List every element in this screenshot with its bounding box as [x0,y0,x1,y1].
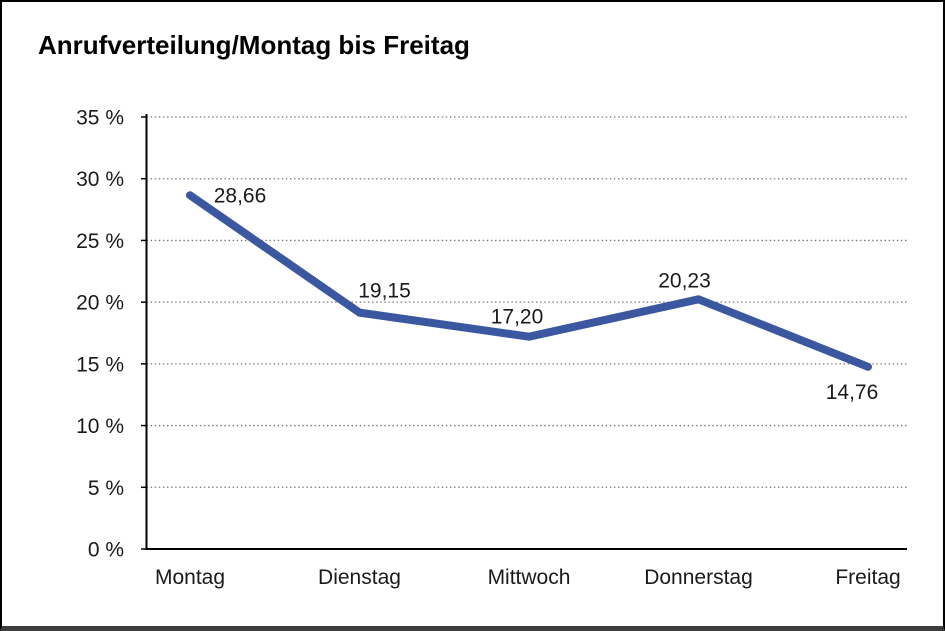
y-tick-label: 25 % [76,230,124,253]
x-category-label: Donnerstag [644,566,753,589]
data-label: 20,23 [658,269,711,292]
y-tick-label: 0 % [88,539,124,562]
y-tick-label: 5 % [88,477,124,500]
y-tick-label: 15 % [76,353,124,376]
x-category-label: Montag [155,566,225,589]
data-label: 28,66 [214,184,267,207]
y-tick-label: 10 % [76,415,124,438]
y-tick-label: 35 % [76,107,124,130]
data-label: 14,76 [826,381,879,404]
x-category-label: Dienstag [318,566,401,589]
y-tick-label: 20 % [76,292,124,315]
chart-title: Anrufverteilung/Montag bis Freitag [38,30,470,60]
data-label: 17,20 [491,306,544,329]
y-tick-label: 30 % [76,168,124,191]
x-category-label: Mittwoch [488,566,571,589]
data-label: 19,15 [358,280,411,303]
x-category-label: Freitag [835,566,900,589]
series-line [186,191,872,371]
